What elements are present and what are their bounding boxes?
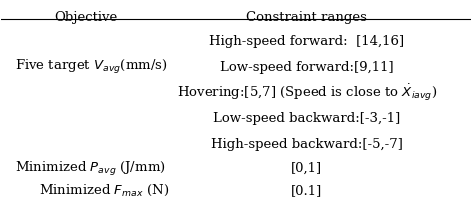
Text: [0.1]: [0.1] [291,184,322,197]
Text: Low-speed forward:[9,11]: Low-speed forward:[9,11] [220,61,393,74]
Text: High-speed backward:[-5,-7]: High-speed backward:[-5,-7] [211,138,402,151]
Text: Five target $V_{avg}$(mm/s): Five target $V_{avg}$(mm/s) [16,58,168,76]
Text: High-speed forward:  [14,16]: High-speed forward: [14,16] [209,35,404,48]
Text: Low-speed backward:[-3,-1]: Low-speed backward:[-3,-1] [213,113,401,125]
Text: Constraint ranges: Constraint ranges [246,11,367,24]
Text: Objective: Objective [55,11,118,24]
Text: [0,1]: [0,1] [291,162,322,175]
Text: Minimized $P_{avg}$ (J/mm): Minimized $P_{avg}$ (J/mm) [16,160,166,178]
Text: Minimized $F_{max}$ (N): Minimized $F_{max}$ (N) [39,183,169,198]
Text: Hovering:[5,7] (Speed is close to $\dot{X}_{iavg}$): Hovering:[5,7] (Speed is close to $\dot{… [177,83,437,103]
